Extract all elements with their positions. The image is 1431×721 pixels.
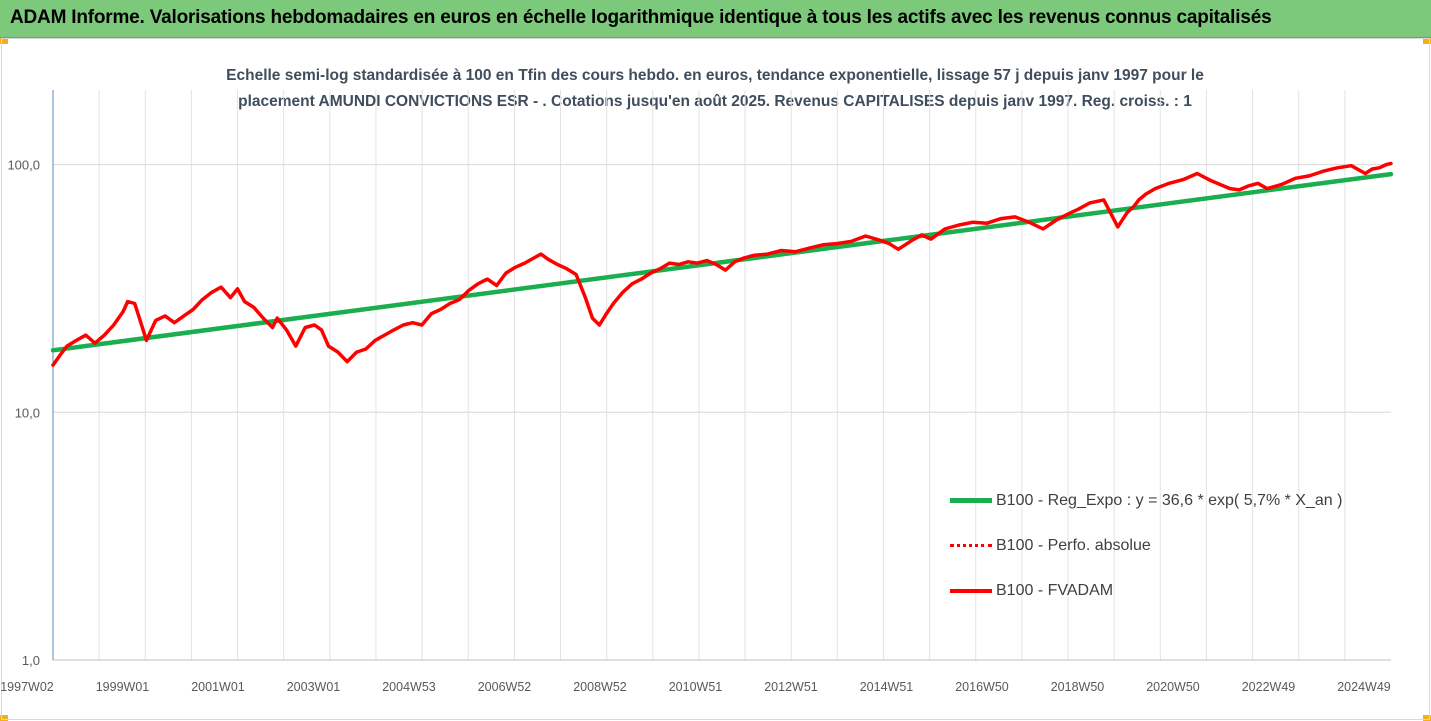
x-tick-label: 2008W52 — [573, 680, 627, 694]
legend-swatch-perfo — [950, 544, 992, 547]
chart-subtitle: Echelle semi-log standardisée à 100 en T… — [120, 63, 1310, 115]
header-bar: ADAM Informe. Valorisations hebdomadaire… — [0, 0, 1431, 38]
legend-item-regression: B100 - Reg_Expo : y = 36,6 * exp( 5,7% *… — [950, 478, 1342, 523]
x-tick-label: 1997W02 — [0, 680, 54, 694]
x-tick-label: 2022W49 — [1242, 680, 1296, 694]
legend-swatch-fvadam — [950, 588, 992, 593]
series-line-fvadam — [51, 161, 1393, 367]
page-title: ADAM Informe. Valorisations hebdomadaire… — [10, 7, 1272, 28]
legend-swatch-regression — [950, 498, 992, 503]
legend-item-perfo: B100 - Perfo. absolue — [950, 523, 1342, 568]
chart-subtitle-line-1: Echelle semi-log standardisée à 100 en T… — [226, 67, 1204, 84]
x-tick-label: 2012W51 — [764, 680, 818, 694]
x-tick-label: 2010W51 — [669, 680, 723, 694]
y-tick-label: 100,0 — [7, 158, 40, 173]
corner-mark-bottom-right — [1423, 715, 1431, 721]
chart-subtitle-line-2: placement AMUNDI CONVICTIONS ESR - . Cot… — [238, 93, 1192, 110]
x-tick-label: 2018W50 — [1051, 680, 1105, 694]
x-tick-label: 2001W01 — [191, 680, 245, 694]
x-tick-label: 2014W51 — [860, 680, 914, 694]
x-tick-label: 2016W50 — [955, 680, 1009, 694]
legend-label-fvadam: B100 - FVADAM — [996, 581, 1114, 599]
x-tick-label: 1999W01 — [96, 680, 150, 694]
corner-mark-top-left — [0, 38, 8, 44]
x-tick-label: 2024W49 — [1337, 680, 1391, 694]
x-tick-label: 2003W01 — [287, 680, 341, 694]
corner-mark-bottom-left — [0, 715, 8, 721]
y-tick-label: 1,0 — [22, 653, 40, 668]
x-tick-label: 2020W50 — [1146, 680, 1200, 694]
corner-mark-top-right — [1423, 38, 1431, 44]
legend-item-fvadam: B100 - FVADAM — [950, 568, 1342, 613]
legend-label-perfo: B100 - Perfo. absolue — [996, 536, 1151, 554]
chart-frame — [1, 38, 1430, 720]
y-tick-label: 10,0 — [15, 405, 40, 420]
x-tick-label: 2004W53 — [382, 680, 436, 694]
legend-label-regression: B100 - Reg_Expo : y = 36,6 * exp( 5,7% *… — [996, 491, 1343, 509]
x-tick-label: 2006W52 — [478, 680, 532, 694]
chart-legend: B100 - Reg_Expo : y = 36,6 * exp( 5,7% *… — [950, 478, 1342, 613]
series-line-regression — [50, 171, 1394, 353]
